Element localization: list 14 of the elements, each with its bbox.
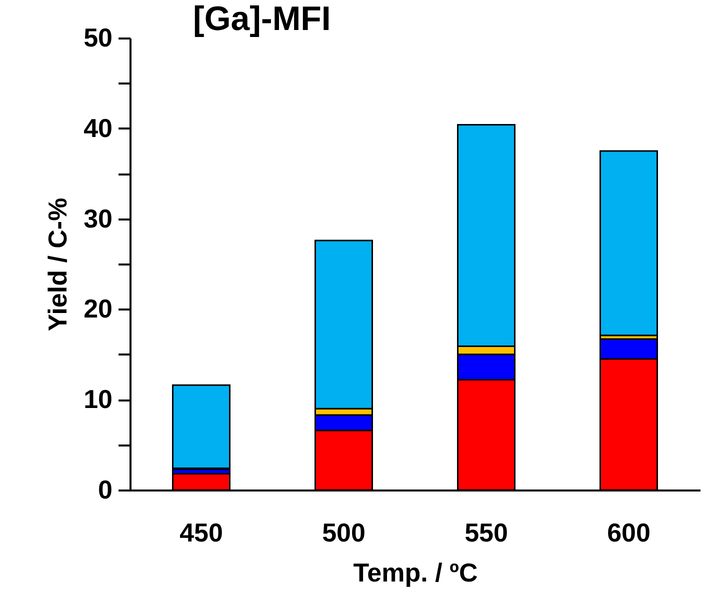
x-tick-label: 450 xyxy=(180,518,223,548)
bar xyxy=(600,150,658,336)
y-tick-label: 20 xyxy=(84,294,112,324)
x-tick-label: 600 xyxy=(607,518,650,548)
chart-title: [Ga]-MFI xyxy=(193,0,331,38)
y-tick-label: 40 xyxy=(84,112,112,143)
x-tick-label: 500 xyxy=(322,518,366,548)
x-axis-title: Temp. / ºC xyxy=(353,558,478,588)
y-tick-label: 10 xyxy=(84,384,112,414)
x-tick-label: 550 xyxy=(464,518,508,548)
y-axis-title: Yield / C-% xyxy=(42,198,73,332)
y-tick-label: 0 xyxy=(98,474,112,504)
y-tick-label: 50 xyxy=(84,22,112,52)
y-tick-label: 30 xyxy=(84,203,112,234)
